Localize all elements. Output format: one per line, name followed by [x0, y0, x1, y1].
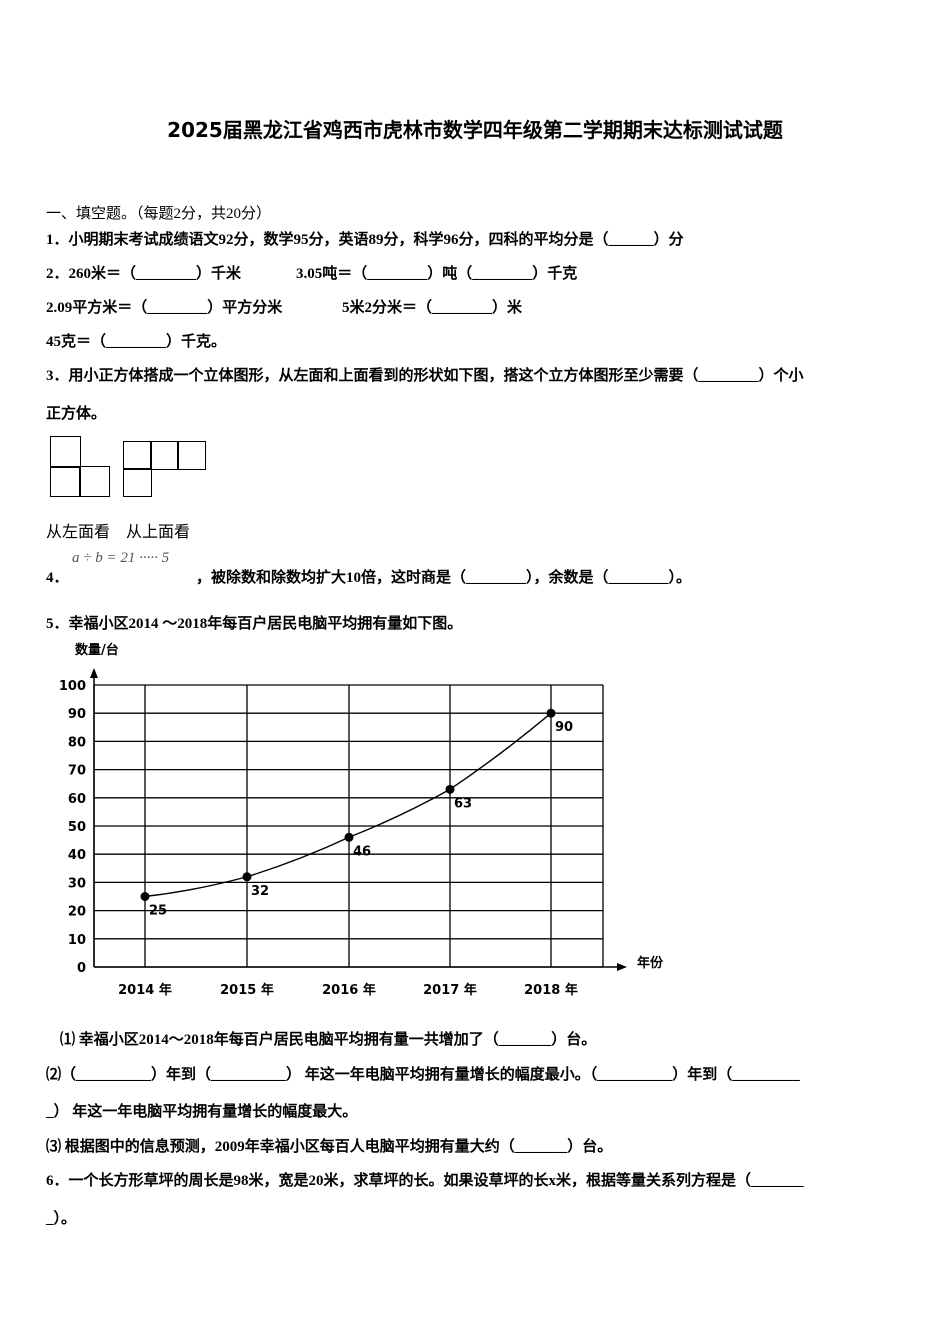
y-tick-label: 30	[68, 876, 86, 891]
question-4-formula: a ÷ b = 21 ····· 5	[72, 550, 170, 566]
question-2-part-a: 2．260米＝（________）千米	[46, 266, 242, 282]
x-tick-label: 2016 年	[322, 982, 376, 998]
view-labels: 从左面看 从上面看	[46, 524, 191, 541]
question-5-2-cont: _） 年这一年电脑平均拥有量增长的幅度最大。	[46, 1104, 358, 1120]
y-tick-label: 70	[68, 764, 86, 779]
y-axis-title: 数量/台	[75, 642, 119, 658]
question-3-cont: 正方体。	[46, 406, 107, 422]
data-point	[140, 892, 150, 901]
data-label: 32	[251, 884, 269, 899]
question-4-number: 4．	[46, 570, 69, 586]
question-5-3: ⑶ 根据图中的信息预测，2009年幸福小区每百人电脑平均拥有量大约（______…	[46, 1139, 613, 1155]
data-point	[546, 708, 556, 718]
data-point	[242, 872, 252, 882]
question-6: 6．一个长方形草坪的周长是98米，宽是20米，求草坪的长。如果设草坪的长x米，根…	[46, 1173, 804, 1189]
data-label: 63	[454, 796, 472, 811]
data-label: 90	[555, 720, 573, 735]
section-heading: 一、填空题。（每题2分，共20分）	[46, 206, 272, 222]
question-2-part-e: 45克＝（________）千克。	[46, 334, 227, 350]
question-2-part-d: 5米2分米＝（________）米	[342, 300, 523, 316]
data-point	[445, 784, 455, 794]
y-tick-label: 90	[68, 707, 86, 722]
data-label: 25	[149, 904, 167, 919]
x-tick-label: 2018 年	[524, 982, 578, 998]
question-3: 3．用小正方体搭成一个立体图形，从左面和上面看到的形状如下图，搭这个立方体图形至…	[46, 368, 804, 384]
question-5-2: ⑵（__________）年到（__________） 年这一年电脑平均拥有量增…	[46, 1067, 800, 1083]
question-2-part-b: 3.05吨＝（________）吨（________）千克	[296, 266, 578, 282]
y-tick-label: 100	[59, 679, 86, 694]
data-point	[344, 832, 354, 842]
y-axis-arrow	[90, 668, 98, 678]
data-line	[144, 712, 552, 898]
question-5: 5．幸福小区2014 ～2018年每百户居民电脑平均拥有量如下图。	[46, 616, 463, 632]
y-tick-label: 60	[68, 792, 86, 807]
question-4: ，被除数和除数均扩大10倍，这时商是（________），余数是（_______…	[196, 570, 692, 586]
y-tick-label: 10	[68, 933, 86, 948]
question-1: 1．小明期末考试成绩语文92分，数学95分，英语89分，科学96分，四科的平均分…	[46, 232, 684, 248]
y-tick-label: 50	[68, 820, 86, 835]
y-tick-label: 0	[77, 961, 86, 976]
x-axis-title: 年份	[637, 955, 664, 971]
question-2-part-c: 2.09平方米＝（________）平方分米	[46, 300, 283, 316]
question-5-1: ⑴ 幸福小区2014～2018年每百户居民电脑平均拥有量一共增加了（______…	[60, 1032, 597, 1048]
x-tick-label: 2015 年	[220, 982, 274, 998]
y-tick-label: 20	[68, 905, 86, 920]
x-tick-label: 2014 年	[118, 982, 172, 998]
data-label: 46	[353, 844, 371, 859]
page-title: 2025届黑龙江省鸡西市虎林市数学四年级第二学期期末达标测试试题	[167, 118, 783, 142]
question-6-cont: _）。	[46, 1211, 77, 1227]
x-axis-arrow	[617, 963, 627, 971]
y-tick-label: 40	[68, 848, 86, 863]
y-tick-label: 80	[68, 735, 86, 750]
x-tick-label: 2017 年	[423, 982, 477, 998]
